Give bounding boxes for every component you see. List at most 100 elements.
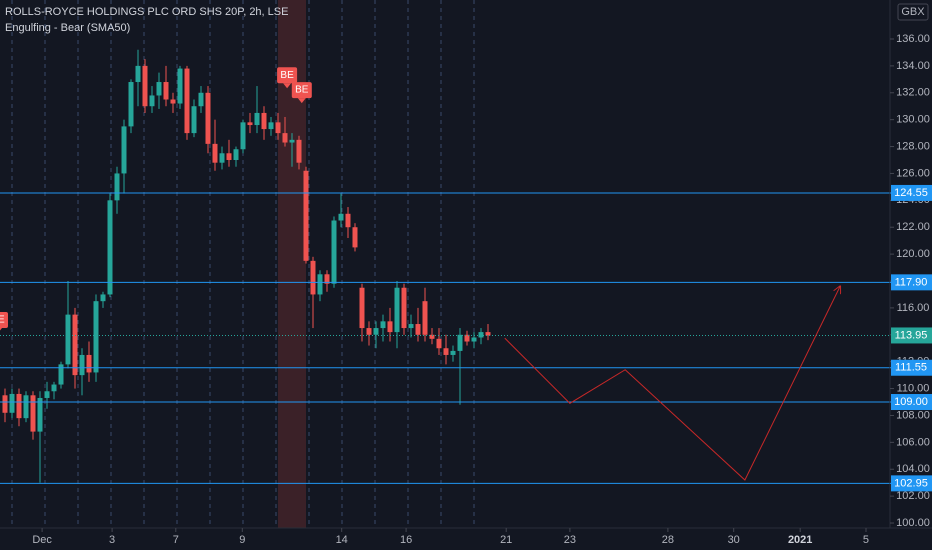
candle-body — [184, 68, 190, 134]
y-tick-label: 122.00 — [896, 221, 930, 233]
candle-body — [310, 260, 316, 295]
price-level-tag — [891, 359, 932, 376]
candle-body — [359, 287, 365, 329]
annotation-label: BE — [0, 315, 5, 326]
chart-title: ROLLS-ROYCE HOLDINGS PLC ORD SHS 20P, 2h… — [5, 6, 288, 18]
y-tick-label: 116.00 — [897, 302, 930, 314]
candle-body — [464, 334, 470, 342]
y-tick-label: 130.00 — [896, 114, 930, 126]
y-tick-label: 110.00 — [897, 382, 930, 394]
annotation-box — [0, 312, 8, 328]
candle-body — [296, 139, 302, 163]
x-tick-label: 30 — [728, 534, 740, 546]
candle-body — [163, 82, 169, 100]
candle-body — [149, 95, 155, 107]
annotation-box — [291, 82, 312, 99]
y-tick-label: 126.00 — [896, 167, 930, 179]
x-tick-label: 9 — [239, 534, 245, 546]
candle-body — [9, 393, 15, 413]
candle-body — [324, 274, 330, 284]
session-separators — [11, 0, 475, 528]
candle-body — [121, 126, 127, 174]
x-tick-label: 21 — [500, 534, 512, 546]
candle-body — [394, 287, 400, 333]
candle-body — [170, 99, 176, 104]
last-price-label: 113.95 — [895, 329, 928, 341]
candle-body — [429, 334, 435, 339]
y-tick-label: 108.00 — [896, 409, 930, 421]
candle-body — [44, 391, 50, 398]
price-level-label: 111.55 — [895, 362, 927, 374]
x-tick-label: 7 — [173, 534, 179, 546]
candle-body — [100, 294, 106, 302]
candle-body — [450, 350, 456, 355]
annotation-box — [277, 67, 298, 84]
candle-body — [58, 364, 64, 385]
candle-body — [107, 200, 113, 295]
candle-body — [2, 395, 8, 413]
candle-body — [16, 393, 22, 419]
candle-body — [240, 122, 246, 150]
candle-body — [345, 213, 351, 228]
y-tick-label: 134.00 — [896, 60, 930, 72]
y-tick-label: 100.00 — [896, 517, 930, 529]
candle-body — [65, 314, 71, 365]
candle-body — [212, 143, 218, 163]
candle-body — [303, 170, 309, 261]
last-price-tag — [891, 327, 932, 344]
candle-body — [156, 82, 162, 96]
candle-body — [86, 354, 92, 373]
y-tick-label: 132.00 — [896, 87, 930, 99]
candle-body — [219, 153, 225, 163]
projection-path — [504, 286, 840, 481]
currency-box — [897, 3, 929, 21]
candle-body — [247, 122, 253, 126]
candle-body — [275, 122, 281, 134]
candle-body — [114, 173, 120, 201]
candle-body — [282, 133, 288, 143]
candle-body — [135, 65, 141, 83]
candle-body — [226, 153, 232, 160]
candle-body — [30, 395, 36, 432]
candle-body — [338, 213, 344, 221]
y-tick-label: 120.00 — [896, 248, 930, 260]
candle-body — [471, 337, 477, 342]
x-tick-label: Dec — [32, 534, 52, 546]
y-tick-label: 136.00 — [896, 33, 930, 45]
annotation-label: BE — [295, 85, 309, 96]
candle-body — [380, 321, 386, 329]
candle-body — [254, 112, 260, 126]
candle-body — [373, 328, 379, 335]
price-level-label: 102.95 — [894, 477, 928, 489]
candle-body — [79, 354, 85, 376]
candle-body — [142, 65, 148, 107]
annotation-pointer — [0, 328, 2, 331]
chart-subtitle: Engulfing - Bear (SMA50) — [5, 22, 130, 34]
annotation-label: BE — [280, 70, 294, 81]
candle-body — [415, 324, 421, 335]
candle-body — [436, 338, 442, 349]
x-tick-label: 23 — [564, 534, 576, 546]
price-level-tag — [891, 475, 932, 492]
candle-body — [93, 301, 99, 373]
candle-body — [289, 139, 295, 143]
candle-body — [233, 149, 239, 160]
y-tick-label: 128.00 — [896, 140, 930, 152]
candle-body — [191, 106, 197, 134]
x-tick-label: 16 — [400, 534, 412, 546]
candle-body — [261, 112, 267, 130]
candle-body — [443, 348, 449, 355]
candle-body — [387, 321, 393, 333]
plot-area: BEBEBE — [0, 49, 890, 484]
x-tick-label: 28 — [662, 534, 674, 546]
price-level-label: 109.00 — [894, 396, 928, 408]
candle-body — [37, 397, 43, 432]
x-tick-label: 14 — [336, 534, 348, 546]
currency: GBX — [901, 6, 925, 18]
price-level-label: 117.90 — [895, 276, 928, 288]
candle-body — [177, 68, 183, 104]
candle-body — [198, 92, 204, 107]
candle-body — [317, 274, 323, 295]
candle-body — [422, 301, 428, 335]
x-tick-label: 2021 — [788, 534, 812, 546]
